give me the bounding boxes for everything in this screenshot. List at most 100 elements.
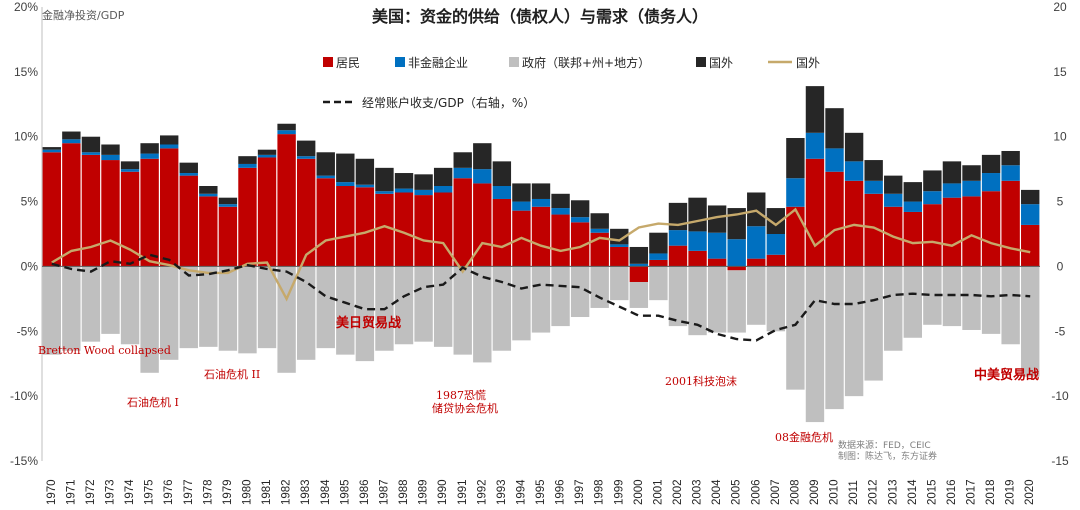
x-tick-label: 1988 [398,479,410,505]
bar-households [433,192,453,267]
y-tick-label: 15% [14,65,38,79]
bar-nonfin [942,183,962,198]
bar-nonfin [42,149,61,153]
annotation-us-china-trade-war: 中美贸易战 [974,367,1039,383]
y2-tick-label: 15 [1053,65,1067,79]
x-tick-label: 1971 [65,479,77,505]
bar-gov [453,266,472,355]
x-tick-label: 1982 [281,479,293,505]
bar-gov [668,266,688,327]
bar-households [707,258,727,267]
x-tick-label: 1975 [144,479,156,505]
bar-nonfin [844,161,864,181]
x-tick-label: 1977 [183,479,195,505]
bar-households [355,187,375,267]
bar-foreign [1021,189,1040,205]
bar-nonfin [884,193,903,207]
y2-tick-label: -5 [1055,324,1066,338]
bar-gov [81,266,101,342]
bar-foreign [218,197,238,205]
bar-households [844,180,864,267]
bar-foreign [81,136,101,153]
x-tick-label: 1998 [594,479,606,505]
current-account-line [51,253,1031,342]
x-tick-label: 1972 [85,479,97,505]
bar-foreign [649,232,668,254]
x-tick-label: 2019 [1005,479,1017,505]
bar-nonfin [707,232,727,259]
x-tick-label: 1992 [476,479,488,505]
bar-households [825,171,844,267]
bar-households [492,198,512,267]
bar-gov [805,266,825,423]
legend-swatch-nonfin [395,57,405,67]
bar-households [140,158,159,267]
bar-nonfin [62,139,81,144]
y2-tick-label: -10 [1051,389,1069,403]
bar-gov [610,266,629,301]
bar-gov [512,266,531,341]
x-tick-label: 2002 [672,479,684,505]
bar-gov [923,266,942,325]
bar-nonfin [238,163,257,168]
bar-nonfin [747,226,766,259]
bar-gov [962,266,981,330]
x-tick-label: 2014 [907,479,919,505]
bar-nonfin [962,180,981,197]
bar-gov [1001,266,1020,345]
x-tick-label: 2003 [692,479,704,505]
bar-gov [433,266,453,347]
x-tick-label: 1995 [535,479,547,505]
bar-foreign [531,183,551,199]
bar-foreign [981,154,1001,174]
bar-foreign [433,167,453,187]
bar-foreign [825,108,844,149]
bar-gov [159,266,179,360]
bar-nonfin [81,152,101,155]
bar-nonfin [531,198,551,207]
bar-foreign [884,175,903,194]
bar-nonfin [1021,204,1040,225]
annotation-oil-crisis-2: 石油危机 II [204,367,260,381]
y-axis-left-ticks: 20% 15% 10% 5% 0% -5% -10% -15% [10,0,38,468]
bar-nonfin [512,201,531,211]
x-tick-label: 2017 [966,479,978,505]
x-tick-label: 2011 [848,480,860,505]
x-tick-label: 1997 [574,479,586,505]
bar-foreign [688,197,707,232]
bar-households [1001,180,1020,267]
bar-nonfin [316,175,335,179]
bar-foreign [101,144,120,155]
bar-households [766,254,786,267]
bar-series [42,86,1040,423]
bar-nonfin [159,144,179,149]
bar-foreign [766,208,786,234]
bar-foreign [140,143,159,154]
bar-households [473,183,492,267]
bar-nonfin [825,148,844,172]
bar-foreign [805,86,825,133]
bar-foreign [512,183,531,202]
bar-nonfin [649,253,668,260]
bar-nonfin [668,230,688,246]
legend-label-foreign-line: 国外 [796,56,820,70]
bar-nonfin [903,201,923,212]
legend-label-ca: 经常账户收支/GDP（右轴，%） [362,95,535,110]
x-tick-label: 1987 [378,479,390,505]
bar-households [159,148,179,267]
bar-households [903,211,923,267]
bar-foreign [590,213,609,229]
bar-nonfin [218,204,238,207]
bar-households [962,196,981,267]
bar-gov [570,266,590,318]
bar-households [316,178,335,267]
bar-nonfin [355,184,375,188]
bar-foreign [355,158,375,185]
bar-nonfin [590,228,609,233]
x-tick-label: 2000 [633,479,645,505]
x-tick-label: 2007 [770,479,782,505]
bar-households [257,157,277,267]
x-tick-label: 1991 [457,479,469,505]
x-tick-label: 1999 [613,479,625,505]
x-tick-label: 1993 [496,479,508,505]
